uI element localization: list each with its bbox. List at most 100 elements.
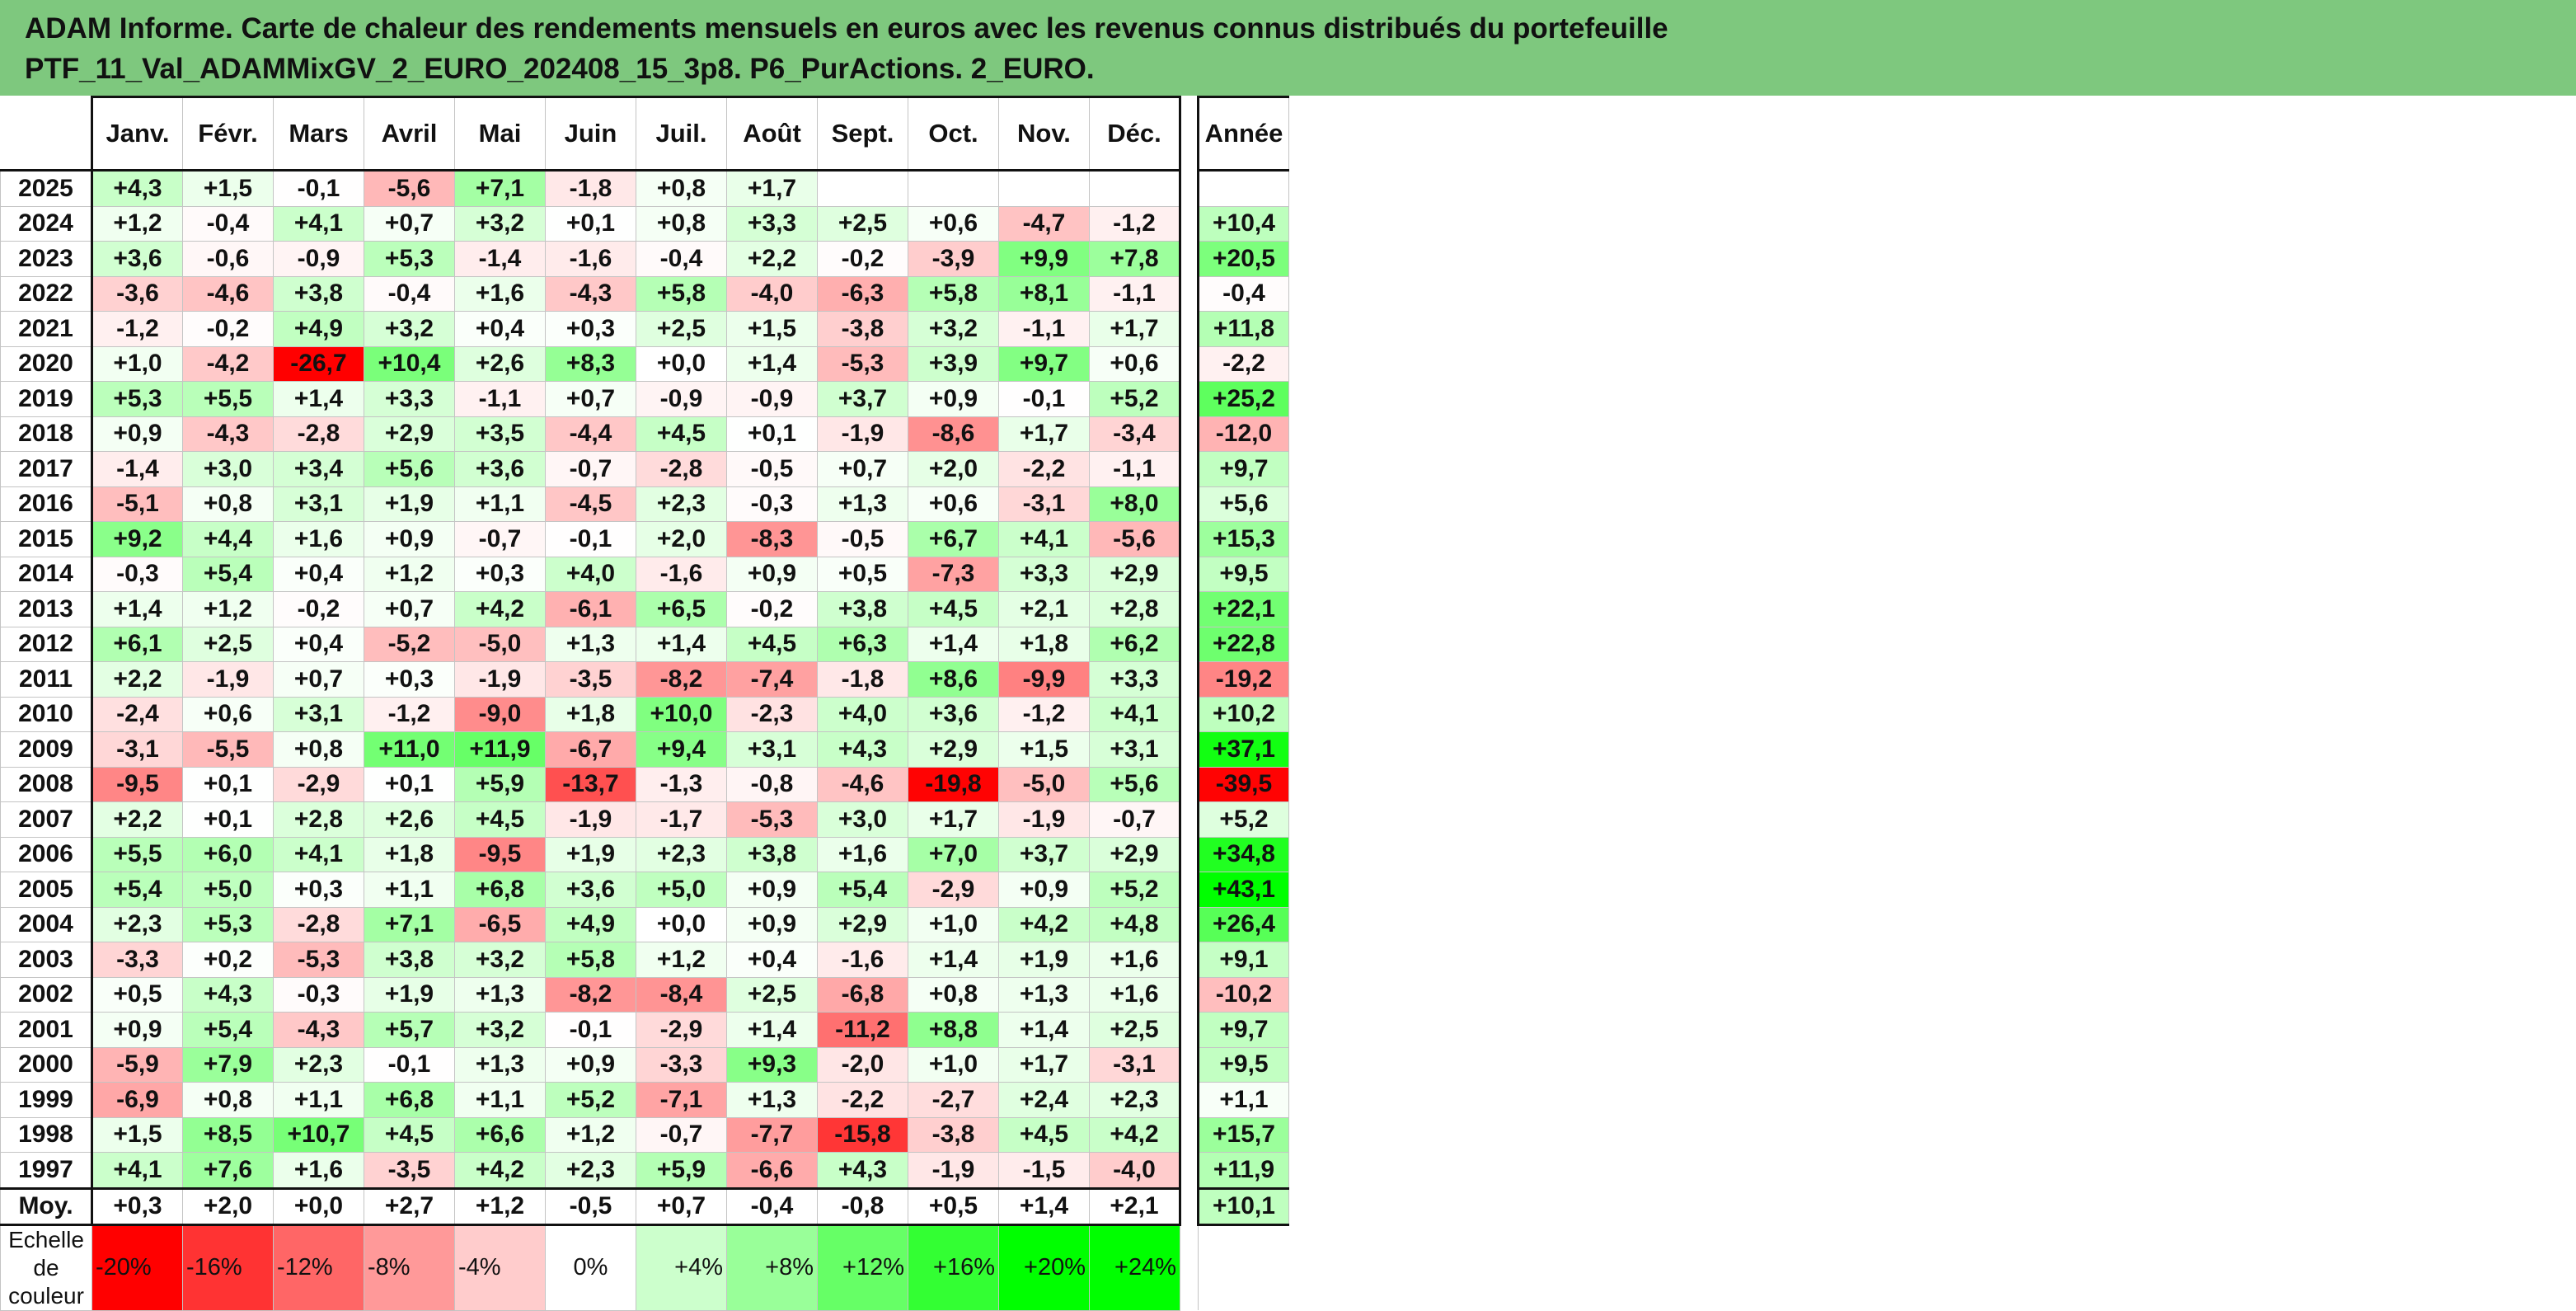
- heatmap-cell: +3,1: [273, 486, 364, 522]
- heatmap-cell: -6,3: [817, 275, 908, 312]
- heatmap-cell: +1,5: [91, 1116, 183, 1153]
- column-gap: [1180, 731, 1199, 767]
- heatmap-cell: -19,8: [908, 766, 999, 802]
- heatmap-cell: +4,2: [1089, 1116, 1181, 1153]
- heatmap-cell: +0,8: [182, 486, 274, 522]
- heatmap-cell: +4,9: [273, 311, 364, 347]
- heatmap-cell: +1,0: [91, 345, 183, 382]
- heatmap-cell: -7,1: [636, 1082, 727, 1118]
- column-gap: [1180, 451, 1199, 486]
- average-cell: +2,1: [1089, 1186, 1181, 1226]
- month-header-12: Déc.: [1089, 96, 1181, 172]
- heatmap-cell: -1,1: [1089, 275, 1181, 312]
- heatmap-cell: +3,7: [998, 836, 1090, 872]
- table-row: 2022 -3,6 -4,6 +3,8 -0,4 +1,6 -4,3 +5,8 -4,0 -6,3…: [0, 275, 1289, 312]
- heatmap-cell: +5,4: [91, 872, 183, 908]
- heatmap-cell: -7,4: [726, 661, 818, 698]
- heatmap-cell: +0,9: [726, 906, 818, 942]
- year-label: 2023: [0, 241, 92, 277]
- heatmap-cell: -2,7: [908, 1082, 999, 1118]
- table-row: 2021 -1,2 -0,2 +4,9 +3,2 +0,4 +0,3 +2,5 +1,5 -3,8…: [0, 311, 1289, 347]
- column-gap: [1180, 627, 1199, 662]
- heatmap-cell: +3,1: [273, 696, 364, 732]
- annual-cell: +11,8: [1197, 311, 1289, 347]
- heatmap-cell: -3,5: [364, 1152, 455, 1189]
- annual-cell: +9,5: [1197, 1046, 1289, 1083]
- heatmap-cell: +1,4: [908, 626, 999, 662]
- heatmap-cell: -1,9: [545, 801, 636, 838]
- color-scale-stop: +4%: [636, 1224, 727, 1311]
- heatmap-cell: +0,5: [91, 976, 183, 1013]
- heatmap-cell: -0,2: [726, 591, 818, 627]
- month-header-3: Mars: [273, 96, 364, 172]
- table-row: 2014 -0,3 +5,4 +0,4 +1,2 +0,3 +4,0 -1,6 +0,9 +0,5…: [0, 556, 1289, 592]
- heatmap-cell: +2,6: [364, 801, 455, 838]
- table-row: 2006 +5,5 +6,0 +4,1 +1,8 -9,5 +1,9 +2,3 +3,8 +1,6…: [0, 836, 1289, 872]
- heatmap-cell: +1,1: [454, 1082, 546, 1118]
- heatmap-cell: +11,0: [364, 731, 455, 768]
- year-label: 2005: [0, 872, 92, 908]
- heatmap-cell: -0,7: [545, 451, 636, 487]
- month-header-10: Oct.: [908, 96, 999, 172]
- table-row: 2002 +0,5 +4,3 -0,3 +1,9 +1,3 -8,2 -8,4 +2,5 -6,8…: [0, 976, 1289, 1013]
- heatmap-cell: +0,7: [545, 381, 636, 417]
- month-header-5: Mai: [454, 96, 546, 172]
- table-row: 2007 +2,2 +0,1 +2,8 +2,6 +4,5 -1,9 -1,7 -5,3 +3,0…: [0, 801, 1289, 838]
- heatmap-cell: -5,1: [91, 486, 183, 522]
- year-label: 2008: [0, 766, 92, 802]
- heatmap-cell: +0,7: [364, 591, 455, 627]
- heatmap-cell: +4,5: [454, 801, 546, 838]
- heatmap-cell: +5,7: [364, 1012, 455, 1048]
- heatmap-cell: +5,5: [182, 381, 274, 417]
- heatmap-cell: -4,3: [182, 416, 274, 452]
- heatmap-cell: +2,0: [636, 521, 727, 557]
- heatmap-cell: +10,7: [273, 1116, 364, 1153]
- year-label: 2021: [0, 311, 92, 347]
- heatmap-cell: -13,7: [545, 766, 636, 802]
- heatmap-cell: +5,2: [1089, 381, 1181, 417]
- heatmap-cell: +9,3: [726, 1046, 818, 1083]
- annual-cell: +5,6: [1197, 486, 1289, 522]
- heatmap-cell: -9,5: [91, 766, 183, 802]
- heatmap-cell: -0,4: [636, 241, 727, 277]
- heatmap-cell: +3,2: [908, 311, 999, 347]
- heatmap-cell: +0,3: [364, 661, 455, 698]
- heatmap-cell: -4,0: [726, 275, 818, 312]
- table-row: 2019 +5,3 +5,5 +1,4 +3,3 -1,1 +0,7 -0,9 -0,9 +3,7…: [0, 381, 1289, 417]
- heatmap-cell: -2,8: [273, 416, 364, 452]
- heatmap-cell: -6,7: [545, 731, 636, 768]
- heatmap-cell: -0,4: [364, 275, 455, 312]
- column-gap: [1180, 1224, 1199, 1310]
- color-scale-stop: +24%: [1089, 1224, 1180, 1311]
- annual-cell: +25,2: [1197, 381, 1289, 417]
- heatmap-cell: +0,4: [273, 626, 364, 662]
- heatmap-cell: +0,1: [182, 801, 274, 838]
- table-row: 2025 +4,3 +1,5 -0,1 -5,6 +7,1 -1,8 +0,8 +1,7: [0, 170, 1289, 207]
- heatmap-cell: -3,6: [91, 275, 183, 312]
- year-label: 2020: [0, 345, 92, 382]
- heatmap-cell: +4,9: [545, 906, 636, 942]
- heatmap-cell: +4,8: [1089, 906, 1181, 942]
- annual-cell: +9,5: [1197, 556, 1289, 592]
- heatmap-cell: [1089, 170, 1181, 207]
- heatmap-cell: +5,4: [182, 556, 274, 592]
- corner-cell: [0, 96, 92, 172]
- heatmap-cell: -2,3: [726, 696, 818, 732]
- heatmap-cell: -0,3: [273, 976, 364, 1013]
- heatmap-cell: -8,3: [726, 521, 818, 557]
- heatmap-cell: +8,6: [908, 661, 999, 698]
- heatmap-cell: -4,2: [182, 345, 274, 382]
- table-row: 2000 -5,9 +7,9 +2,3 -0,1 +1,3 +0,9 -3,3 +9,3 -2,0…: [0, 1046, 1289, 1083]
- heatmap-cell: -1,8: [545, 170, 636, 207]
- heatmap-cell: -1,1: [998, 311, 1090, 347]
- heatmap-cell: -6,8: [817, 976, 908, 1013]
- year-label: 2015: [0, 521, 92, 557]
- heatmap-cell: +1,4: [636, 626, 727, 662]
- heatmap-cell: -1,8: [817, 661, 908, 698]
- heatmap-cell: +4,3: [182, 976, 274, 1013]
- average-cell: -0,8: [817, 1186, 908, 1226]
- heatmap-cell: +0,7: [273, 661, 364, 698]
- heatmap-cell: +4,4: [182, 521, 274, 557]
- heatmap-cell: +0,1: [726, 416, 818, 452]
- heatmap-cell: +0,1: [545, 205, 636, 242]
